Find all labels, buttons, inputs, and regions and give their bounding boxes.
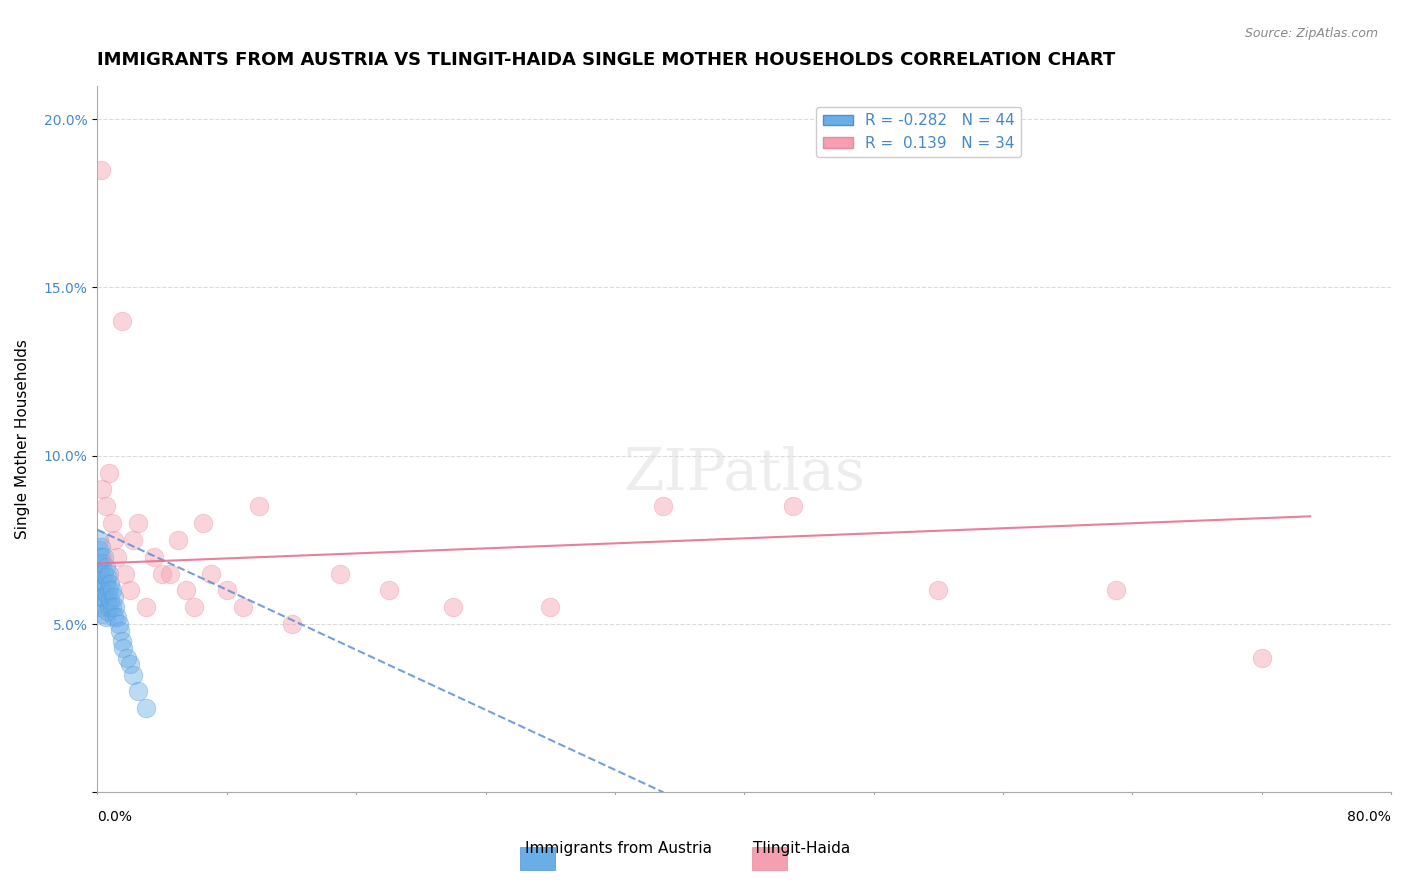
Point <box>122 667 145 681</box>
Point <box>91 590 114 604</box>
Text: ZIPatlas: ZIPatlas <box>623 446 865 502</box>
Point <box>118 657 141 672</box>
Point <box>105 610 128 624</box>
Point <box>93 549 115 564</box>
Point <box>103 533 125 547</box>
Text: IMMIGRANTS FROM AUSTRIA VS TLINGIT-HAIDA SINGLE MOTHER HOUSEHOLDS CORRELATION CH: IMMIGRANTS FROM AUSTRIA VS TLINGIT-HAIDA… <box>97 51 1116 69</box>
Point <box>94 593 117 607</box>
Point <box>167 533 190 547</box>
Point <box>112 640 135 655</box>
Point <box>111 633 134 648</box>
Point <box>101 583 124 598</box>
Point <box>91 607 114 621</box>
Point <box>1250 650 1272 665</box>
Point <box>111 314 134 328</box>
Point <box>150 566 173 581</box>
Point <box>100 576 122 591</box>
Text: Tlingit-Haida: Tlingit-Haida <box>752 841 851 856</box>
Point <box>91 557 114 571</box>
Point <box>247 500 270 514</box>
Text: Source: ZipAtlas.com: Source: ZipAtlas.com <box>1244 27 1378 40</box>
Point <box>96 570 118 584</box>
Point <box>441 600 464 615</box>
Point <box>143 549 166 564</box>
Point <box>127 516 149 530</box>
Point <box>183 600 205 615</box>
Point <box>90 540 112 554</box>
Point <box>94 610 117 624</box>
Point <box>118 583 141 598</box>
Point <box>94 559 117 574</box>
Point <box>191 516 214 530</box>
Y-axis label: Single Mother Households: Single Mother Households <box>15 339 30 539</box>
Point <box>176 583 198 598</box>
Point <box>108 624 131 638</box>
Point <box>159 566 181 581</box>
Point <box>127 684 149 698</box>
Point <box>377 583 399 598</box>
Point <box>122 533 145 547</box>
Point <box>100 593 122 607</box>
Point <box>91 574 114 588</box>
Point <box>97 566 120 581</box>
Point <box>87 533 110 547</box>
Point <box>90 549 112 564</box>
Text: Immigrants from Austria: Immigrants from Austria <box>524 841 713 856</box>
Point <box>103 590 125 604</box>
Point <box>96 603 118 617</box>
Point <box>87 566 110 581</box>
Point <box>652 500 675 514</box>
Legend: R = -0.282   N = 44, R =  0.139   N = 34: R = -0.282 N = 44, R = 0.139 N = 34 <box>817 107 1021 157</box>
Point <box>90 566 112 581</box>
Point <box>135 701 157 715</box>
Point <box>115 650 138 665</box>
Point <box>105 549 128 564</box>
Text: 80.0%: 80.0% <box>1347 810 1391 824</box>
Point <box>135 600 157 615</box>
Point <box>280 617 302 632</box>
Point <box>104 600 127 615</box>
Point <box>1105 583 1128 598</box>
Point <box>101 516 124 530</box>
Point <box>90 600 112 615</box>
Point <box>96 587 118 601</box>
Point <box>200 566 222 581</box>
Point <box>87 583 110 598</box>
Point <box>97 583 120 598</box>
Point <box>107 617 129 632</box>
Point <box>114 566 136 581</box>
Point <box>91 483 114 497</box>
Point <box>87 543 110 558</box>
Point <box>94 576 117 591</box>
Point <box>101 600 124 615</box>
Point <box>90 162 112 177</box>
Point <box>90 583 112 598</box>
Point <box>93 566 115 581</box>
Point <box>232 600 254 615</box>
Point <box>87 557 110 571</box>
Text: 0.0%: 0.0% <box>97 810 132 824</box>
Point <box>215 583 238 598</box>
Point <box>97 600 120 615</box>
Point <box>927 583 949 598</box>
Point <box>93 590 115 604</box>
Point <box>782 500 804 514</box>
Point <box>329 566 352 581</box>
Point <box>103 610 125 624</box>
Point <box>94 500 117 514</box>
Point <box>538 600 561 615</box>
Point <box>97 466 120 480</box>
